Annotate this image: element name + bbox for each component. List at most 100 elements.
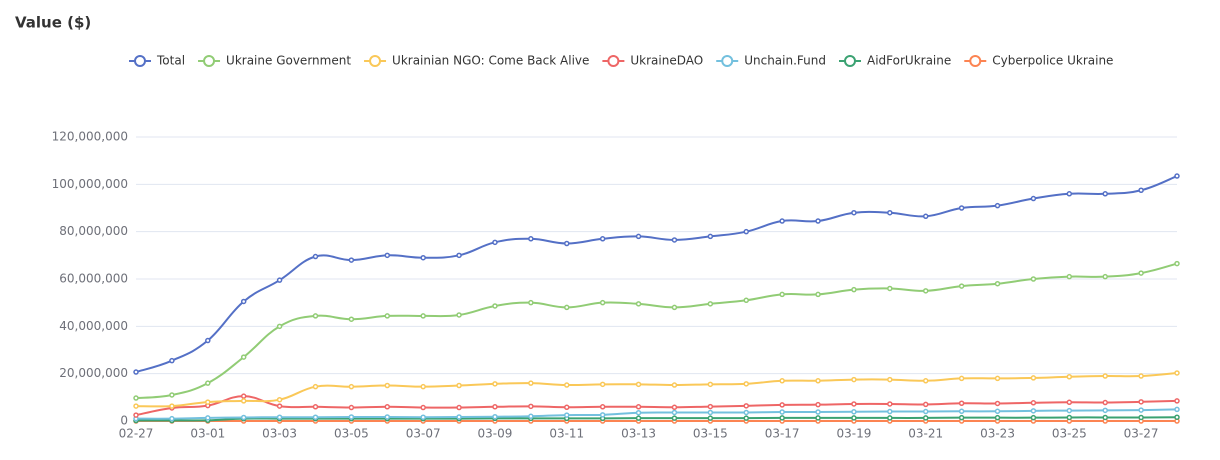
point [1138,373,1144,379]
legend: Total Ukraine Government Ukrainian NGO: Co… [129,54,1113,68]
point [1138,399,1144,405]
point [1030,276,1037,282]
x-tick-label: 03-01 [190,427,225,441]
point [599,404,606,410]
x-tick-label: 03-13 [621,427,656,441]
legend-marker [969,55,982,67]
point [1138,407,1144,413]
point [133,395,139,401]
point [564,382,570,388]
point [492,303,498,309]
point [312,253,319,260]
point [205,415,211,421]
point [599,299,606,306]
point [1102,414,1108,421]
point [994,202,1001,209]
point [1174,173,1180,179]
point [599,236,606,242]
point [348,316,355,322]
point [492,413,498,420]
series-line [135,262,1178,400]
y-tick-label: 0 [120,414,128,428]
point [743,403,749,409]
point [707,409,714,416]
legend-label: Ukraine Government [226,54,351,68]
point [599,412,606,418]
point [671,304,678,311]
point [1030,414,1037,421]
point [707,233,714,240]
point [384,252,391,259]
x-tick-label: 03-21 [908,427,943,441]
point [1066,373,1073,380]
point [276,403,283,409]
point [635,233,642,240]
point [635,404,642,410]
point [169,403,175,409]
point [528,236,534,242]
x-tick-label: 03-05 [334,427,369,441]
x-tick-label: 02-27 [119,427,154,441]
point [1102,407,1108,414]
point [312,404,319,410]
point [958,414,965,421]
point [1066,414,1073,421]
point [348,404,355,411]
point [707,301,714,307]
point [564,240,570,247]
point [348,414,355,420]
point [887,401,893,407]
point [564,304,570,311]
point [958,205,965,211]
point [1174,370,1180,376]
point [671,409,678,416]
point [922,408,929,415]
point [887,209,893,216]
y-tick-label: 100,000,000 [52,177,128,191]
point [1174,398,1180,404]
point [420,414,426,420]
x-tick-label: 03-07 [406,427,441,441]
point [815,409,821,415]
point [779,378,785,384]
x-tick-label: 03-19 [836,427,871,441]
legend-label: AidForUkraine [867,54,951,68]
point [815,291,821,298]
point [205,399,211,405]
point [815,415,821,421]
x-tick-label: 03-23 [980,427,1015,441]
point [384,382,391,389]
point [528,403,534,410]
point [312,414,319,420]
legend-marker [369,55,382,67]
point [1030,195,1037,202]
point [1066,399,1073,406]
point [815,401,821,408]
point [528,299,534,306]
legend-label: Cyberpolice Ukraine [992,54,1113,68]
point [420,383,426,390]
point [492,404,498,410]
point [240,354,247,360]
y-tick-label: 40,000,000 [59,319,128,333]
x-tick-label: 03-17 [765,427,800,441]
point [743,409,749,416]
legend-marker [134,55,146,67]
point [348,257,355,263]
x-tick-label: 03-27 [1124,427,1159,441]
point [815,378,821,384]
point [922,378,929,384]
y-tick-label: 20,000,000 [59,366,128,380]
point [528,380,534,386]
point [958,283,965,289]
point [887,376,893,383]
point [1066,273,1073,280]
point [779,402,785,408]
point [851,286,857,293]
point [994,280,1001,287]
x-tick-label: 03-15 [693,427,728,441]
point [384,414,391,420]
point [671,415,678,421]
point [456,382,462,389]
